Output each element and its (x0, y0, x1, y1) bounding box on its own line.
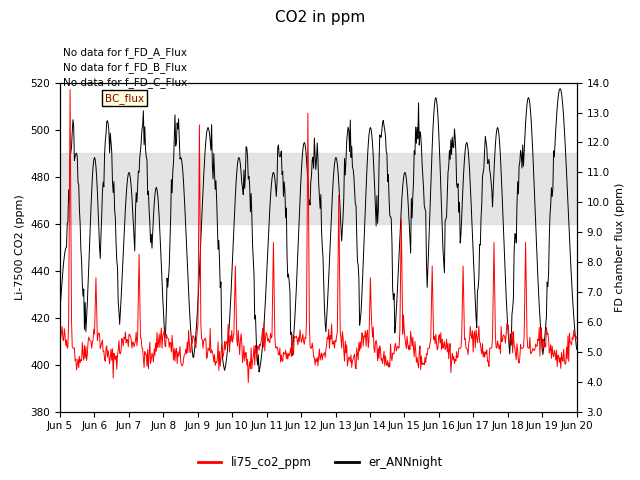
Text: No data for f_FD_C_Flux: No data for f_FD_C_Flux (63, 77, 188, 88)
Y-axis label: FD chamber flux (ppm): FD chamber flux (ppm) (615, 182, 625, 312)
Text: CO2 in ppm: CO2 in ppm (275, 10, 365, 24)
Bar (60, 153, 577, 224)
Legend: li75_co2_ppm, er_ANNnight: li75_co2_ppm, er_ANNnight (193, 452, 447, 474)
Y-axis label: Li-7500 CO2 (ppm): Li-7500 CO2 (ppm) (15, 194, 25, 300)
Text: No data for f_FD_B_Flux: No data for f_FD_B_Flux (63, 62, 188, 73)
Text: No data for f_FD_A_Flux: No data for f_FD_A_Flux (63, 47, 188, 58)
Text: BC_flux: BC_flux (105, 93, 144, 104)
